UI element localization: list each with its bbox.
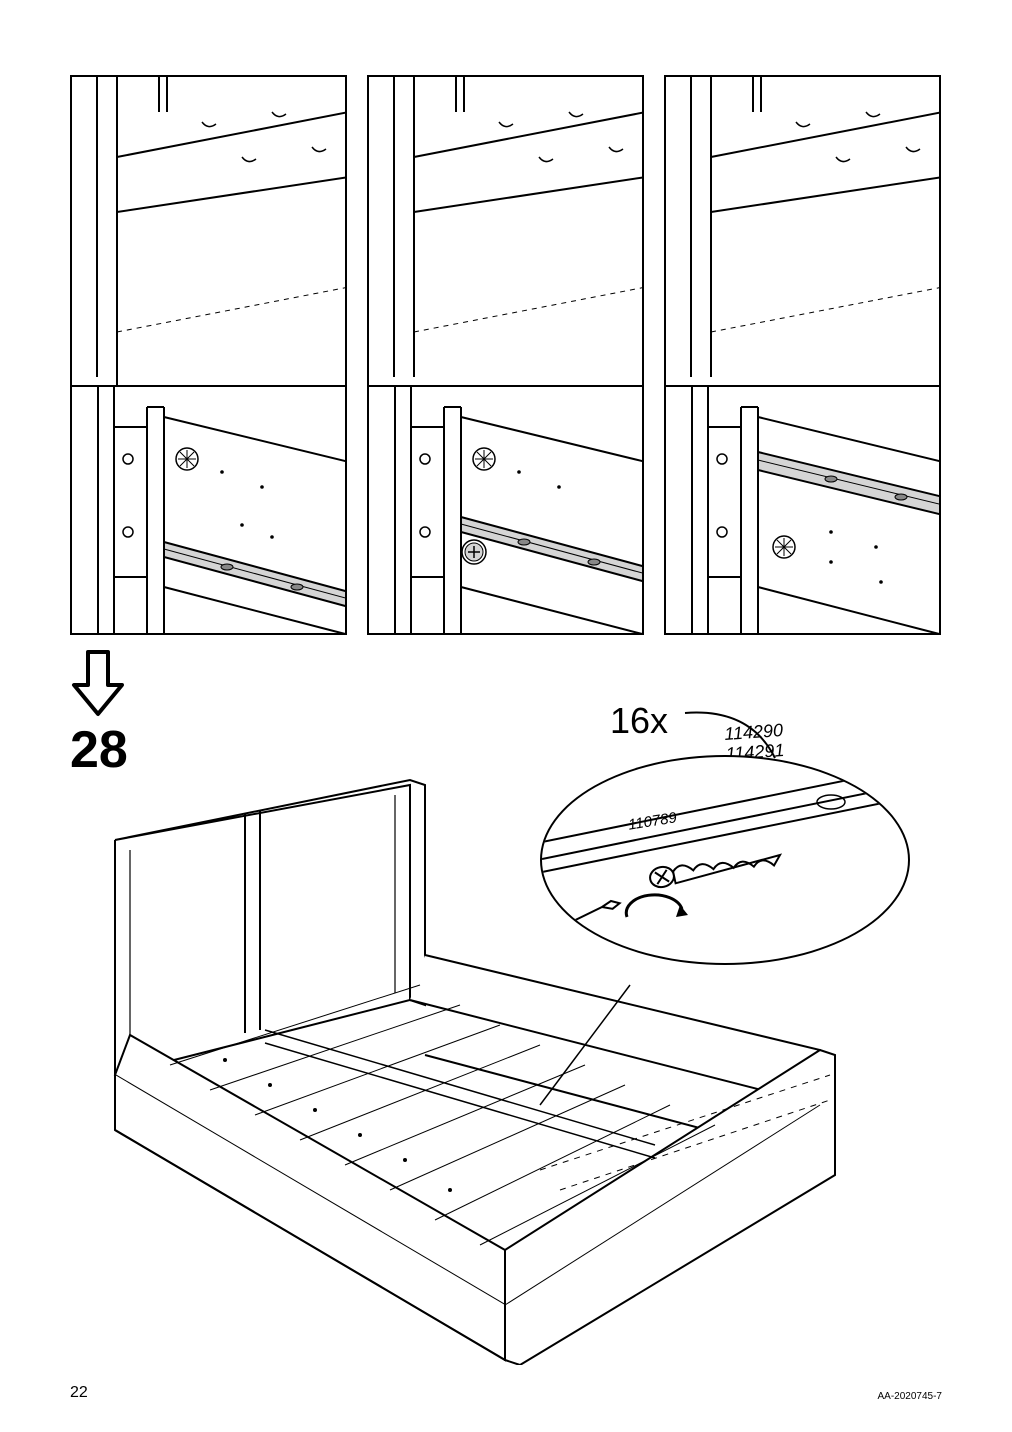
bed-perspective-icon	[666, 77, 939, 387]
rail-high-icon	[666, 387, 939, 635]
panel-1-bottom	[72, 387, 345, 635]
panel-1-top	[72, 77, 345, 387]
bed-perspective-icon	[369, 77, 642, 387]
panel-2	[367, 75, 644, 635]
step-number: 28	[70, 720, 128, 780]
variant-panels	[70, 75, 942, 635]
page-number: 22	[70, 1384, 88, 1402]
arrow-down-icon	[68, 650, 128, 720]
rail-low-icon	[72, 387, 345, 635]
panel-3-bottom	[666, 387, 939, 635]
panel-2-top	[369, 77, 642, 387]
doc-id: AA-2020745-7	[878, 1391, 943, 1402]
bed-perspective-icon	[72, 77, 345, 387]
panel-1	[70, 75, 347, 635]
panel-2-bottom	[369, 387, 642, 635]
hardware-count: 16x	[610, 700, 668, 742]
rail-low-cam-icon	[369, 387, 642, 635]
panel-3-top	[666, 77, 939, 387]
hardware-callout	[540, 755, 910, 965]
panel-3	[664, 75, 941, 635]
instruction-page: 28 16x 114290 114291	[70, 75, 942, 1375]
screw-detail-icon	[542, 757, 910, 965]
